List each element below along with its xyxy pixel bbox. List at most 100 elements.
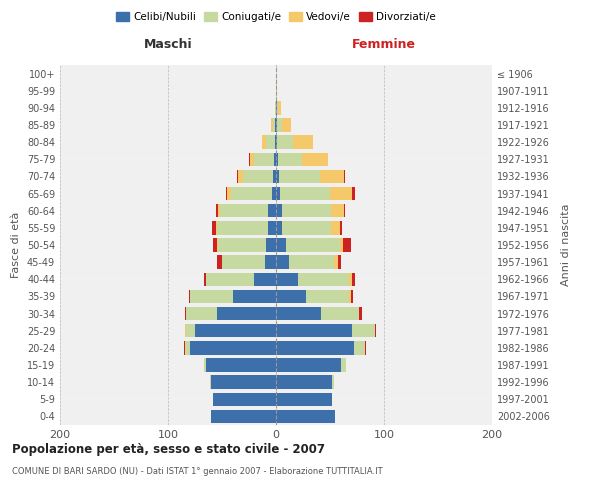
Bar xyxy=(278,152,302,166)
Bar xyxy=(302,152,328,166)
Bar xyxy=(217,256,222,269)
Text: Femmine: Femmine xyxy=(352,38,416,52)
Bar xyxy=(338,256,341,269)
Bar xyxy=(230,187,272,200)
Bar xyxy=(203,358,206,372)
Bar xyxy=(272,187,276,200)
Bar xyxy=(271,118,273,132)
Bar xyxy=(268,221,276,234)
Bar xyxy=(320,170,344,183)
Bar xyxy=(352,272,355,286)
Bar xyxy=(340,221,342,234)
Bar xyxy=(217,238,218,252)
Bar xyxy=(276,324,352,338)
Bar xyxy=(211,410,276,423)
Bar xyxy=(331,204,344,218)
Bar xyxy=(276,376,332,389)
Bar xyxy=(352,187,355,200)
Bar xyxy=(276,136,277,149)
Bar xyxy=(184,341,185,354)
Bar xyxy=(210,376,211,389)
Bar xyxy=(344,204,345,218)
Bar xyxy=(187,307,217,320)
Bar xyxy=(276,187,280,200)
Bar xyxy=(214,238,217,252)
Text: Maschi: Maschi xyxy=(143,38,193,52)
Bar xyxy=(322,307,359,320)
Bar xyxy=(254,152,274,166)
Bar xyxy=(276,238,286,252)
Bar xyxy=(218,238,266,252)
Bar xyxy=(283,118,291,132)
Bar xyxy=(206,358,276,372)
Bar xyxy=(330,187,352,200)
Bar xyxy=(227,187,230,200)
Bar xyxy=(341,358,346,372)
Bar xyxy=(334,256,338,269)
Bar xyxy=(331,221,340,234)
Bar xyxy=(274,152,276,166)
Bar xyxy=(215,204,218,218)
Bar xyxy=(350,290,353,303)
Bar xyxy=(349,290,350,303)
Bar xyxy=(280,187,330,200)
Bar xyxy=(242,170,273,183)
Bar xyxy=(203,272,206,286)
Bar xyxy=(276,307,322,320)
Bar xyxy=(190,341,276,354)
Bar xyxy=(276,272,298,286)
Bar xyxy=(206,272,254,286)
Bar xyxy=(275,136,276,149)
Bar xyxy=(343,238,350,252)
Bar xyxy=(222,256,265,269)
Bar xyxy=(306,290,349,303)
Bar xyxy=(233,290,276,303)
Bar xyxy=(185,307,187,320)
Bar xyxy=(276,256,289,269)
Bar xyxy=(220,204,268,218)
Bar xyxy=(273,170,276,183)
Bar xyxy=(283,221,331,234)
Bar xyxy=(238,170,242,183)
Bar xyxy=(354,341,365,354)
Bar xyxy=(276,341,354,354)
Bar xyxy=(278,101,281,114)
Bar xyxy=(187,324,195,338)
Bar xyxy=(262,136,266,149)
Bar xyxy=(277,101,278,114)
Bar xyxy=(276,84,277,98)
Bar xyxy=(249,152,250,166)
Bar xyxy=(276,290,306,303)
Bar xyxy=(195,324,276,338)
Bar xyxy=(276,101,277,114)
Bar xyxy=(268,204,276,218)
Bar xyxy=(188,290,190,303)
Bar xyxy=(215,221,217,234)
Bar xyxy=(276,204,283,218)
Text: Popolazione per età, sesso e stato civile - 2007: Popolazione per età, sesso e stato civil… xyxy=(12,442,325,456)
Bar xyxy=(275,101,276,114)
Y-axis label: Anni di nascita: Anni di nascita xyxy=(561,204,571,286)
Bar xyxy=(185,341,190,354)
Bar xyxy=(279,170,320,183)
Legend: Celibi/Nubili, Coniugati/e, Vedovi/e, Divorziati/e: Celibi/Nubili, Coniugati/e, Vedovi/e, Di… xyxy=(112,8,440,26)
Bar xyxy=(277,136,293,149)
Bar xyxy=(332,376,334,389)
Bar xyxy=(254,272,276,286)
Bar xyxy=(214,392,276,406)
Bar xyxy=(359,307,362,320)
Bar xyxy=(293,136,313,149)
Bar xyxy=(344,170,345,183)
Bar xyxy=(276,152,278,166)
Bar xyxy=(273,118,275,132)
Bar xyxy=(276,221,283,234)
Bar xyxy=(217,221,268,234)
Bar xyxy=(276,170,279,183)
Bar xyxy=(340,238,343,252)
Bar xyxy=(277,118,283,132)
Bar xyxy=(298,272,349,286)
Bar xyxy=(276,358,341,372)
Y-axis label: Fasce di età: Fasce di età xyxy=(11,212,21,278)
Bar xyxy=(250,152,254,166)
Bar xyxy=(286,238,340,252)
